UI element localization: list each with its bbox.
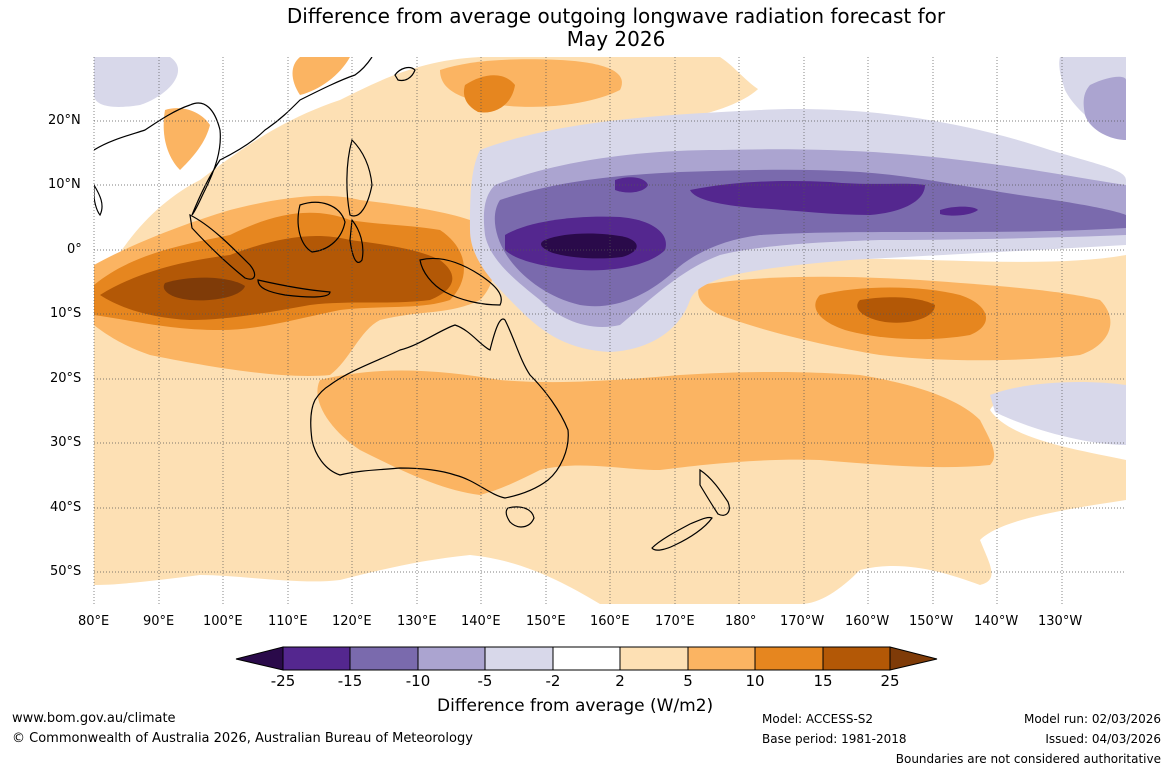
colorbar-tick-label: 2 xyxy=(615,672,625,690)
colorbar-swatch-neg-2-2 xyxy=(552,646,621,671)
anomaly-zone-10-15 xyxy=(463,75,515,113)
footer-issued: Issued: 04/03/2026 xyxy=(1045,732,1161,746)
lat-tick-label: 0° xyxy=(67,242,82,257)
lon-tick-label: 140°W xyxy=(974,614,1019,629)
colorbar-tick-label: 10 xyxy=(745,672,765,690)
java-coastline xyxy=(257,279,331,298)
anomaly-zone-neg-5-10 xyxy=(1083,76,1126,140)
lon-tick-label: 80°E xyxy=(78,614,110,629)
colorbar-swatch-neg-10-5 xyxy=(417,646,486,671)
anomaly-zone-15-25 xyxy=(857,297,935,323)
colorbar-axis-label: Difference from average (W/m2) xyxy=(437,696,714,716)
map-title-line-1: Difference from average outgoing longwav… xyxy=(286,4,946,28)
lon-tick-label: 150°E xyxy=(526,614,566,629)
colorbar xyxy=(235,646,938,671)
footer-copyright: © Commonwealth of Australia 2026, Austra… xyxy=(12,731,473,746)
lon-tick-label: 160°E xyxy=(590,614,630,629)
colorbar-swatch-10-15 xyxy=(754,646,824,671)
lon-tick-label: 120°E xyxy=(332,614,372,629)
lon-tick-label: 130°E xyxy=(397,614,437,629)
anomaly-zone-5-10 xyxy=(292,57,350,95)
lon-tick-label: 160°W xyxy=(845,614,890,629)
lat-tick-label: 10°N xyxy=(48,177,81,192)
australia-coastline xyxy=(310,318,569,499)
lon-tick-label: 110°E xyxy=(268,614,308,629)
lat-tick-label: 10°S xyxy=(50,306,82,321)
colorbar-tick-label: -5 xyxy=(477,672,493,690)
colorbar-tick-label: 25 xyxy=(880,672,900,690)
colorbar-swatch-2-5 xyxy=(619,646,689,671)
anomaly-zone-gt-25 xyxy=(163,277,245,301)
lon-tick-label: 150°W xyxy=(909,614,954,629)
anomaly-zone-5-10 xyxy=(317,370,995,495)
sumatra-coastline xyxy=(189,213,256,280)
anomaly-zone-2-5 xyxy=(720,57,1126,112)
anomaly-zone-2-5 xyxy=(94,469,451,563)
colorbar-tick-label: -10 xyxy=(405,672,431,690)
colorbar-swatch-neg-15-10 xyxy=(349,646,419,671)
footer-disclaimer: Boundaries are not considered authoritat… xyxy=(895,752,1161,766)
anomaly-zone-neg-2-5 xyxy=(94,57,179,107)
anomaly-zone-neg-10-15 xyxy=(494,169,1126,307)
graticule xyxy=(93,57,1126,604)
colorbar-tick-label: -15 xyxy=(337,672,363,690)
colorbar-tick-label: 5 xyxy=(683,672,693,690)
footer-website: www.bom.gov.au/climate xyxy=(12,711,176,726)
lon-tick-label: 170°E xyxy=(655,614,695,629)
map-title-line-2: May 2026 xyxy=(566,27,666,51)
colorbar-swatch-lt-25 xyxy=(235,646,284,671)
colorbar-tick-label: -25 xyxy=(270,672,296,690)
colorbar-swatch-5-10 xyxy=(687,646,756,671)
lon-tick-label: 90°E xyxy=(143,614,175,629)
coastlines xyxy=(94,57,730,551)
lon-tick-label: 140°E xyxy=(461,614,501,629)
lat-tick-label: 40°S xyxy=(50,500,82,515)
philippines-coastline xyxy=(346,138,373,217)
japan-coastline xyxy=(394,66,416,82)
colorbar-tick-label: 15 xyxy=(813,672,833,690)
new-zealand-south-island xyxy=(651,516,713,551)
borneo-coastline xyxy=(297,201,346,253)
lon-tick-label: 100°E xyxy=(203,614,243,629)
colorbar-swatch-gt-25 xyxy=(889,646,938,671)
lon-tick-label: 180° xyxy=(725,614,757,629)
anomaly-zone-5-10 xyxy=(163,108,210,170)
asia-mainland-coastline xyxy=(94,57,373,216)
lat-tick-label: 20°N xyxy=(48,113,81,128)
lon-tick-label: 170°W xyxy=(780,614,825,629)
footer-model-run: Model run: 02/03/2026 xyxy=(1023,712,1161,726)
anomaly-zone-neg-15-25 xyxy=(690,180,925,215)
lat-tick-label: 30°S xyxy=(50,435,82,450)
footer-base-period: Base period: 1981-2018 xyxy=(762,732,907,746)
colorbar-swatch-neg-5-2 xyxy=(484,646,554,671)
colorbar-swatch-neg-25-15 xyxy=(282,646,351,671)
colorbar-swatch-15-25 xyxy=(822,646,891,671)
lon-tick-label: 130°W xyxy=(1038,614,1083,629)
footer-model: Model: ACCESS-S2 xyxy=(762,712,874,726)
sulawesi-coastline xyxy=(349,218,364,263)
anomaly-zone-neg-2-5 xyxy=(990,382,1126,445)
lat-tick-label: 50°S xyxy=(50,564,82,579)
tasmania-coastline xyxy=(505,506,535,528)
new-guinea-coastline xyxy=(419,257,502,306)
anomaly-zone-lt-25 xyxy=(541,233,637,259)
lat-tick-label: 20°S xyxy=(50,371,82,386)
anomaly-zone-neg-15-25 xyxy=(940,206,978,216)
new-zealand-north-island xyxy=(699,468,730,516)
colorbar-tick-label: -2 xyxy=(545,672,561,690)
